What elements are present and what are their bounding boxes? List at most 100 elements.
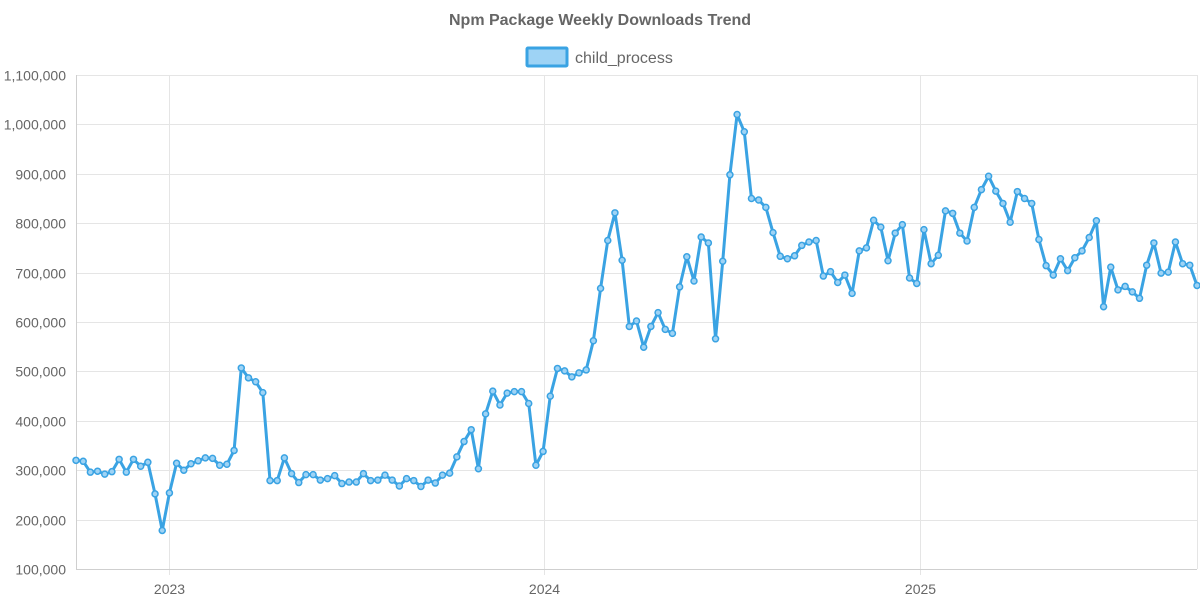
data-point[interactable] <box>388 476 396 484</box>
data-point[interactable] <box>1099 302 1108 311</box>
data-point[interactable] <box>697 233 705 241</box>
data-point[interactable] <box>783 255 792 263</box>
data-point[interactable] <box>208 454 217 463</box>
data-point[interactable] <box>754 196 763 204</box>
data-point[interactable] <box>108 467 116 476</box>
data-point[interactable] <box>589 337 598 345</box>
data-point[interactable] <box>956 229 964 237</box>
data-point[interactable] <box>438 471 447 479</box>
data-point[interactable] <box>970 203 978 212</box>
data-point[interactable] <box>532 461 540 470</box>
data-point[interactable] <box>711 335 720 343</box>
data-point[interactable] <box>395 482 404 490</box>
data-point[interactable] <box>618 256 626 264</box>
data-point[interactable] <box>409 476 418 485</box>
data-point[interactable] <box>1085 233 1093 242</box>
data-point[interactable] <box>287 469 296 478</box>
data-point[interactable] <box>1142 261 1151 269</box>
data-point[interactable] <box>86 468 95 476</box>
data-point[interactable] <box>467 425 475 434</box>
data-point[interactable] <box>496 401 504 409</box>
data-point[interactable] <box>776 252 784 261</box>
data-point[interactable] <box>1078 247 1086 255</box>
data-point[interactable] <box>762 203 770 212</box>
data-point[interactable] <box>1056 255 1065 263</box>
data-point[interactable] <box>855 247 864 255</box>
data-point[interactable] <box>862 244 871 252</box>
data-point[interactable] <box>582 366 590 374</box>
data-point[interactable] <box>999 199 1007 208</box>
data-point[interactable] <box>611 209 619 217</box>
data-point[interactable] <box>675 283 684 291</box>
data-point[interactable] <box>1193 281 1200 290</box>
data-point[interactable] <box>136 462 145 470</box>
data-point[interactable] <box>402 474 411 483</box>
data-point[interactable] <box>941 207 950 215</box>
data-point[interactable] <box>244 374 253 382</box>
data-point[interactable] <box>151 490 159 498</box>
data-point[interactable] <box>740 128 749 136</box>
data-point[interactable] <box>115 455 123 464</box>
data-point[interactable] <box>948 209 957 218</box>
data-point[interactable] <box>812 236 820 245</box>
data-point[interactable] <box>546 392 555 400</box>
data-point[interactable] <box>201 454 210 462</box>
data-point[interactable] <box>819 272 828 280</box>
data-point[interactable] <box>453 453 461 461</box>
data-point[interactable] <box>172 459 181 468</box>
data-point[interactable] <box>668 329 677 338</box>
data-point[interactable] <box>1042 261 1050 270</box>
data-point[interactable] <box>187 460 195 468</box>
data-point[interactable] <box>560 367 569 375</box>
data-point[interactable] <box>661 325 669 334</box>
data-point[interactable] <box>798 241 806 250</box>
data-point[interactable] <box>1049 271 1058 279</box>
data-point[interactable] <box>1027 199 1036 208</box>
data-point[interactable] <box>381 471 389 479</box>
data-point[interactable] <box>273 476 281 485</box>
data-point[interactable] <box>1092 216 1101 225</box>
data-point[interactable] <box>992 187 1000 195</box>
data-point[interactable] <box>323 474 332 483</box>
data-point[interactable] <box>963 237 971 245</box>
data-point[interactable] <box>683 253 691 261</box>
data-point[interactable] <box>726 171 734 179</box>
data-point[interactable] <box>1157 269 1165 277</box>
data-point[interactable] <box>575 369 583 377</box>
data-point[interactable] <box>1006 218 1014 226</box>
data-point[interactable] <box>769 228 777 237</box>
data-point[interactable] <box>869 216 878 224</box>
data-point[interactable] <box>1128 288 1137 296</box>
data-point[interactable] <box>604 236 612 245</box>
legend-label-child-process[interactable]: child_process <box>575 50 673 67</box>
data-point[interactable] <box>316 476 325 484</box>
data-point[interactable] <box>1063 266 1072 275</box>
data-point[interactable] <box>259 388 267 397</box>
data-point[interactable] <box>524 399 533 408</box>
data-point[interactable] <box>884 256 892 265</box>
data-point[interactable] <box>510 387 519 396</box>
data-point[interactable] <box>1107 263 1115 271</box>
data-point[interactable] <box>1164 268 1173 276</box>
data-point[interactable] <box>215 461 224 470</box>
data-point[interactable] <box>489 387 497 395</box>
data-point[interactable] <box>790 252 799 260</box>
data-point[interactable] <box>460 437 468 446</box>
data-point[interactable] <box>905 274 914 282</box>
data-point[interactable] <box>927 259 935 268</box>
data-point[interactable] <box>144 458 152 467</box>
data-point[interactable] <box>481 410 490 418</box>
data-point[interactable] <box>1150 239 1158 247</box>
data-point[interactable] <box>1035 235 1043 244</box>
data-point[interactable] <box>237 364 246 372</box>
data-point[interactable] <box>474 464 483 473</box>
data-point[interactable] <box>733 110 741 119</box>
data-point[interactable] <box>553 364 562 373</box>
data-point[interactable] <box>309 470 317 479</box>
data-point[interactable] <box>180 466 188 474</box>
data-point[interactable] <box>165 489 174 497</box>
data-point[interactable] <box>194 457 202 465</box>
data-point[interactable] <box>920 225 928 234</box>
data-point[interactable] <box>718 257 727 265</box>
data-point[interactable] <box>1178 259 1187 268</box>
